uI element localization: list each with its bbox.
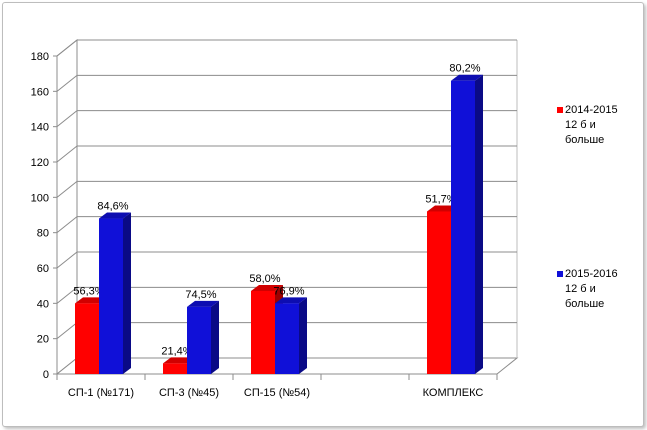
bar bbox=[99, 218, 123, 374]
bar bbox=[451, 80, 475, 374]
legend-swatch-blue bbox=[557, 271, 563, 277]
bar-side bbox=[123, 212, 131, 374]
bar-side bbox=[475, 74, 483, 374]
side-wall bbox=[56, 38, 78, 376]
bar bbox=[427, 211, 451, 374]
bar bbox=[163, 363, 187, 374]
gridline-diagonal bbox=[56, 286, 78, 304]
y-tick-label: 40 bbox=[37, 298, 49, 310]
bar-top bbox=[251, 284, 283, 291]
bar bbox=[75, 303, 99, 374]
legend-swatch-red bbox=[557, 107, 563, 113]
bar-side bbox=[299, 297, 307, 374]
data-label: 21,4% bbox=[161, 345, 192, 357]
y-tick-label: 180 bbox=[31, 51, 49, 63]
bar-top bbox=[187, 300, 219, 307]
bar bbox=[251, 290, 275, 374]
gridline-diagonal bbox=[56, 216, 78, 234]
gridline-diagonal bbox=[56, 110, 78, 128]
x-tick-label: СП-15 (№54) bbox=[244, 387, 310, 399]
data-label: 56,3% bbox=[73, 285, 104, 297]
data-label: 58,0% bbox=[249, 273, 280, 285]
data-label: 76,9% bbox=[273, 285, 304, 297]
x-tick-label: КОМПЛЕКС bbox=[423, 387, 484, 399]
y-tick-label: 100 bbox=[31, 192, 49, 204]
gridline-diagonal bbox=[56, 74, 78, 92]
legend-label-2015-2016: 2015-2016 12 б и больше bbox=[565, 268, 618, 310]
bar-top bbox=[451, 74, 483, 81]
y-tick-label: 60 bbox=[37, 263, 49, 275]
gridline-diagonal bbox=[56, 322, 78, 340]
data-label: 74,5% bbox=[185, 289, 216, 301]
data-label: 51,7% bbox=[425, 193, 456, 205]
bar-side bbox=[211, 300, 219, 374]
data-label: 80,2% bbox=[449, 63, 480, 75]
bar-top bbox=[99, 212, 131, 219]
gridline-diagonal bbox=[56, 251, 78, 269]
y-tick-label: 160 bbox=[31, 86, 49, 98]
gridline-diagonal bbox=[56, 145, 78, 163]
bar bbox=[275, 303, 299, 374]
gridline-diagonal bbox=[56, 180, 78, 198]
y-tick-label: 120 bbox=[31, 157, 49, 169]
bar bbox=[187, 306, 211, 374]
y-tick-label: 20 bbox=[37, 334, 49, 346]
bar-top bbox=[275, 297, 307, 304]
legend-label-2014-2015: 2014-2015 12 б и больше bbox=[565, 104, 618, 146]
y-tick-label: 80 bbox=[37, 228, 49, 240]
y-tick-label: 0 bbox=[43, 369, 49, 381]
data-label: 84,6% bbox=[97, 201, 128, 213]
x-tick-label: СП-3 (№45) bbox=[159, 387, 219, 399]
gridline-diagonal bbox=[56, 39, 78, 57]
x-tick-label: СП-1 (№171) bbox=[68, 387, 134, 399]
y-tick-label: 140 bbox=[31, 122, 49, 134]
